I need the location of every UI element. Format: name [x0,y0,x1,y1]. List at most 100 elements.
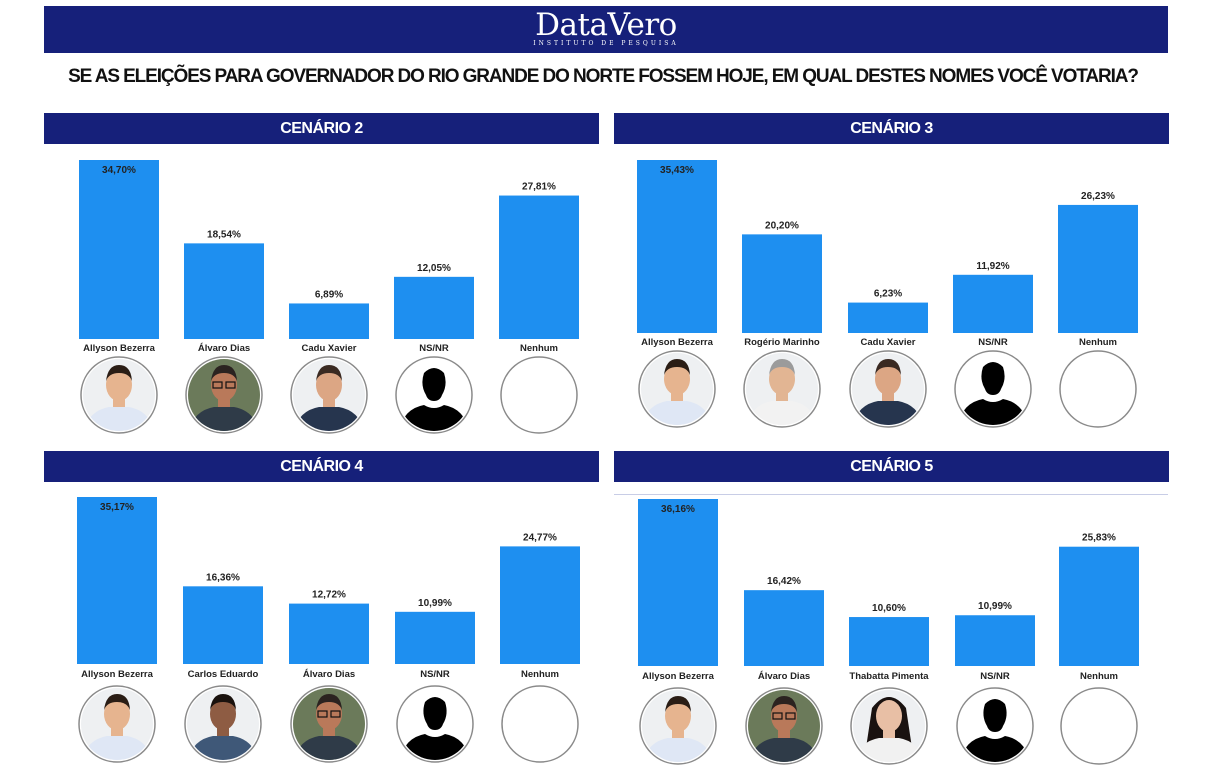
candidate-photo [80,356,158,434]
candidate-photo [850,687,928,765]
bar-1 [184,243,264,339]
data-label: 10,99% [418,598,452,609]
data-label: 36,16% [661,504,695,515]
data-label: 27,81% [522,182,556,193]
category-label: Allyson Bezerra [81,669,154,680]
category-label: Álvaro Dias [758,671,810,682]
candidate-photo [639,687,717,765]
silhouette-icon [396,685,474,763]
category-label: NS/NR [978,337,1008,348]
bar-2 [848,302,928,333]
candidate-photo [501,685,579,763]
candidate-photo [638,350,716,428]
bar-3 [394,276,474,339]
bar-0 [638,499,718,666]
bar-4 [1059,546,1139,666]
bar-2 [289,603,369,664]
category-label: Allyson Bezerra [642,671,715,682]
data-label: 12,72% [312,590,346,601]
photo-frame [1060,687,1138,765]
bar-0 [637,160,717,333]
category-label: Cadu Xavier [302,343,357,354]
bar-3 [955,615,1035,666]
data-label: 10,60% [872,603,906,614]
bar-0 [77,497,157,664]
candidate-photo [745,687,823,765]
datavero-logo: DataVero INSTITUTO DE PESQUISA [44,8,1168,48]
data-label: 6,89% [315,289,343,300]
category-label: NS/NR [420,669,450,680]
bar-3 [395,611,475,664]
category-label: Nenhum [1079,337,1117,348]
candidate-photo [1059,350,1137,428]
panel-cenario-5: CENÁRIO 5 36,16% Allyson Bezerra 16,42% Álv… [614,451,1169,781]
bar-1 [744,590,824,666]
candidate-photo [849,350,927,428]
divider-line [614,494,1168,495]
data-label: 25,83% [1082,533,1116,544]
bar-chart: 35,43% Allyson Bezerra 20,20% Rogério Marin… [637,160,1138,428]
category-label: NS/NR [419,343,449,354]
data-label: 6,23% [874,289,902,300]
logo-subtitle: INSTITUTO DE PESQUISA [533,40,679,47]
panel-title: CENÁRIO 4 [44,451,599,482]
data-label: 24,77% [523,532,557,543]
data-label: 12,05% [417,263,451,274]
candidate-photo [500,356,578,434]
panel-title: CENÁRIO 2 [44,113,599,144]
category-label: Allyson Bezerra [83,343,156,354]
silhouette-icon [395,356,473,434]
bar-4 [500,546,580,664]
bar-chart: 36,16% Allyson Bezerra 16,42% Álvaro Dias 10… [638,499,1139,765]
panel-cenario-3: CENÁRIO 3 35,43% Allyson Bezerra 20,20% Rog… [614,113,1169,443]
category-label: Rogério Marinho [744,337,820,348]
data-label: 16,42% [767,576,801,587]
category-label: Álvaro Dias [303,669,355,680]
category-label: Nenhum [521,669,559,680]
photo-frame [1059,350,1137,428]
bar-4 [499,195,579,339]
survey-question: SE AS ELEIÇÕES PARA GOVERNADOR DO RIO GR… [68,66,1139,87]
category-label: Nenhum [1080,671,1118,682]
candidate-photo [78,685,156,763]
data-label: 34,70% [102,165,136,176]
candidate-photo [185,356,263,434]
bar-1 [742,234,822,333]
data-label: 18,54% [207,229,241,240]
panel-cenario-4: CENÁRIO 4 35,17% Allyson Bezerra 16,36% Car… [44,451,599,781]
candidate-photo [743,350,821,428]
photo-frame [500,356,578,434]
data-label: 26,23% [1081,191,1115,202]
logo-name: DataVero [535,7,677,43]
data-label: 35,43% [660,165,694,176]
silhouette-icon [954,350,1032,428]
header-banner: DataVero INSTITUTO DE PESQUISA [44,6,1168,53]
bar-2 [289,303,369,339]
category-label: Nenhum [520,343,558,354]
data-label: 11,92% [976,261,1009,272]
category-label: Álvaro Dias [198,343,250,354]
data-label: 10,99% [978,601,1012,612]
data-label: 35,17% [100,502,134,513]
silhouette-icon [956,687,1034,765]
candidate-photo [1060,687,1138,765]
category-label: Cadu Xavier [861,337,916,348]
category-label: Thabatta Pimenta [849,671,929,682]
bar-1 [183,586,263,664]
bar-2 [849,617,929,666]
candidate-photo [184,685,262,763]
candidate-photo [290,356,368,434]
data-label: 16,36% [206,572,240,583]
category-label: Allyson Bezerra [641,337,714,348]
photo-frame [501,685,579,763]
panel-cenario-2: CENÁRIO 2 34,70% Allyson Bezerra 18,54% Álv… [44,113,599,443]
bar-chart: 34,70% Allyson Bezerra 18,54% Álvaro Dias 6,… [79,160,579,434]
category-label: NS/NR [980,671,1010,682]
bar-chart: 35,17% Allyson Bezerra 16,36% Carlos Eduard… [77,497,580,763]
bar-0 [79,160,159,339]
data-label: 20,20% [765,220,799,231]
category-label: Carlos Eduardo [188,669,259,680]
panel-title: CENÁRIO 5 [614,451,1169,482]
panel-title: CENÁRIO 3 [614,113,1169,144]
candidate-photo [290,685,368,763]
